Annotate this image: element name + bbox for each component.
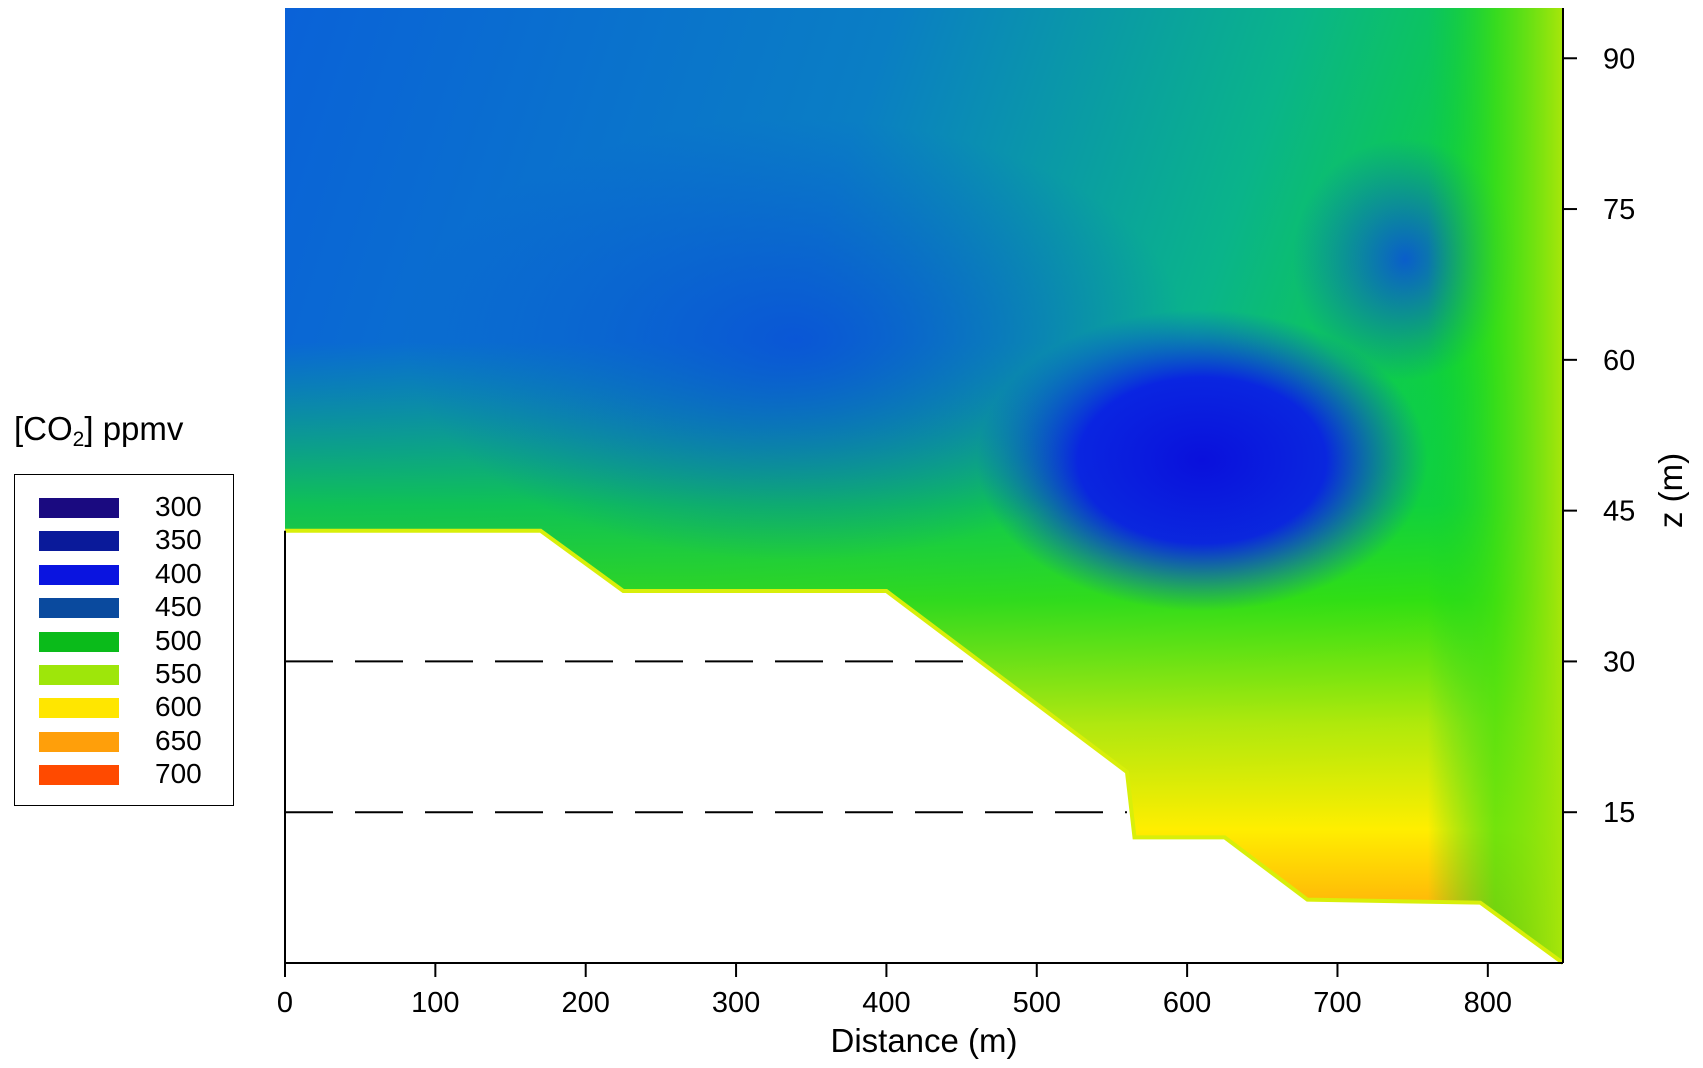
legend-label: 300 xyxy=(155,491,202,522)
legend-item: 450 xyxy=(39,591,219,622)
y-axis-ticks: 15 30 45 60 75 90 xyxy=(1563,43,1635,829)
legend-title-suffix: ] ppmv xyxy=(84,410,184,447)
legend-item: 400 xyxy=(39,558,219,589)
x-axis-ticks: 0 100 200 300 400 500 600 700 800 xyxy=(277,963,1512,1019)
legend-swatch xyxy=(39,498,119,518)
legend-title-main: [CO xyxy=(14,410,73,447)
legend-item: 550 xyxy=(39,658,219,689)
x-tick-label: 400 xyxy=(862,987,910,1019)
x-tick-label: 800 xyxy=(1464,987,1512,1019)
legend-label: 500 xyxy=(155,624,202,656)
legend-label: 650 xyxy=(155,724,202,756)
x-tick-label: 700 xyxy=(1313,987,1361,1019)
reference-lines xyxy=(285,660,1127,814)
legend-label: 700 xyxy=(155,758,202,790)
legend-item: 350 xyxy=(39,524,219,555)
legend-swatch xyxy=(39,598,119,619)
legend-item: 500 xyxy=(39,625,219,656)
legend-swatch xyxy=(39,665,119,685)
y-axis-title: z (m) xyxy=(1652,453,1689,528)
x-tick-label: 200 xyxy=(562,987,610,1019)
y-tick-label: 15 xyxy=(1603,797,1635,829)
terrain-outline xyxy=(285,528,1565,965)
y-tick-label: 90 xyxy=(1603,43,1635,75)
legend-swatch xyxy=(39,698,119,719)
legend-swatch xyxy=(39,731,119,752)
y-tick-label: 45 xyxy=(1603,496,1635,528)
legend-label: 400 xyxy=(155,557,202,589)
x-tick-label: 600 xyxy=(1163,987,1211,1019)
y-tick-label: 30 xyxy=(1603,646,1635,678)
x-axis-title: Distance (m) xyxy=(830,1022,1017,1059)
legend: 300 350 400 450 500 550 600 650 700 xyxy=(14,474,234,806)
legend-swatch xyxy=(39,631,119,652)
legend-item: 600 xyxy=(39,691,219,722)
legend-label: 450 xyxy=(155,591,202,623)
x-tick-label: 100 xyxy=(411,987,459,1019)
legend-item: 700 xyxy=(39,758,219,789)
x-tick-label: 300 xyxy=(712,987,760,1019)
legend-item: 650 xyxy=(39,725,219,756)
legend-label: 550 xyxy=(155,658,202,689)
legend-swatch xyxy=(39,765,119,786)
legend-label: 350 xyxy=(155,524,202,556)
y-tick-label: 75 xyxy=(1603,194,1635,226)
x-tick-label: 500 xyxy=(1013,987,1061,1019)
legend-label: 600 xyxy=(155,691,202,723)
legend-swatch xyxy=(39,564,119,585)
y-tick-label: 60 xyxy=(1603,345,1635,377)
x-tick-label: 0 xyxy=(277,987,293,1019)
co2-field xyxy=(285,8,1563,963)
legend-swatch xyxy=(39,531,119,552)
legend-title: [CO2] ppmv xyxy=(14,410,183,452)
legend-item: 300 xyxy=(39,491,219,522)
legend-title-subscript: 2 xyxy=(72,428,85,451)
